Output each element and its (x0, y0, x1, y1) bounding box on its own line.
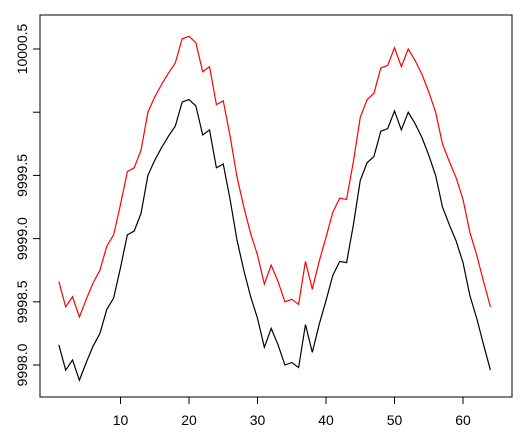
y-tick-label: 9999.0 (14, 217, 30, 260)
series-line (58, 98, 492, 382)
y-tick-label: 9999.5 (14, 154, 30, 197)
x-tick-label: 10 (113, 412, 129, 428)
x-tick-label: 40 (318, 412, 334, 428)
x-tick-label: 20 (181, 412, 197, 428)
y-tick-label: 9998.5 (14, 280, 30, 323)
plot-box (39, 14, 513, 398)
x-tick-label: 60 (455, 412, 471, 428)
x-tick-label: 50 (387, 412, 403, 428)
y-tick-label: 10000.5 (14, 23, 30, 74)
y-tick-label: 9998.0 (14, 343, 30, 386)
series-line (58, 35, 492, 319)
x-tick-label: 30 (250, 412, 266, 428)
